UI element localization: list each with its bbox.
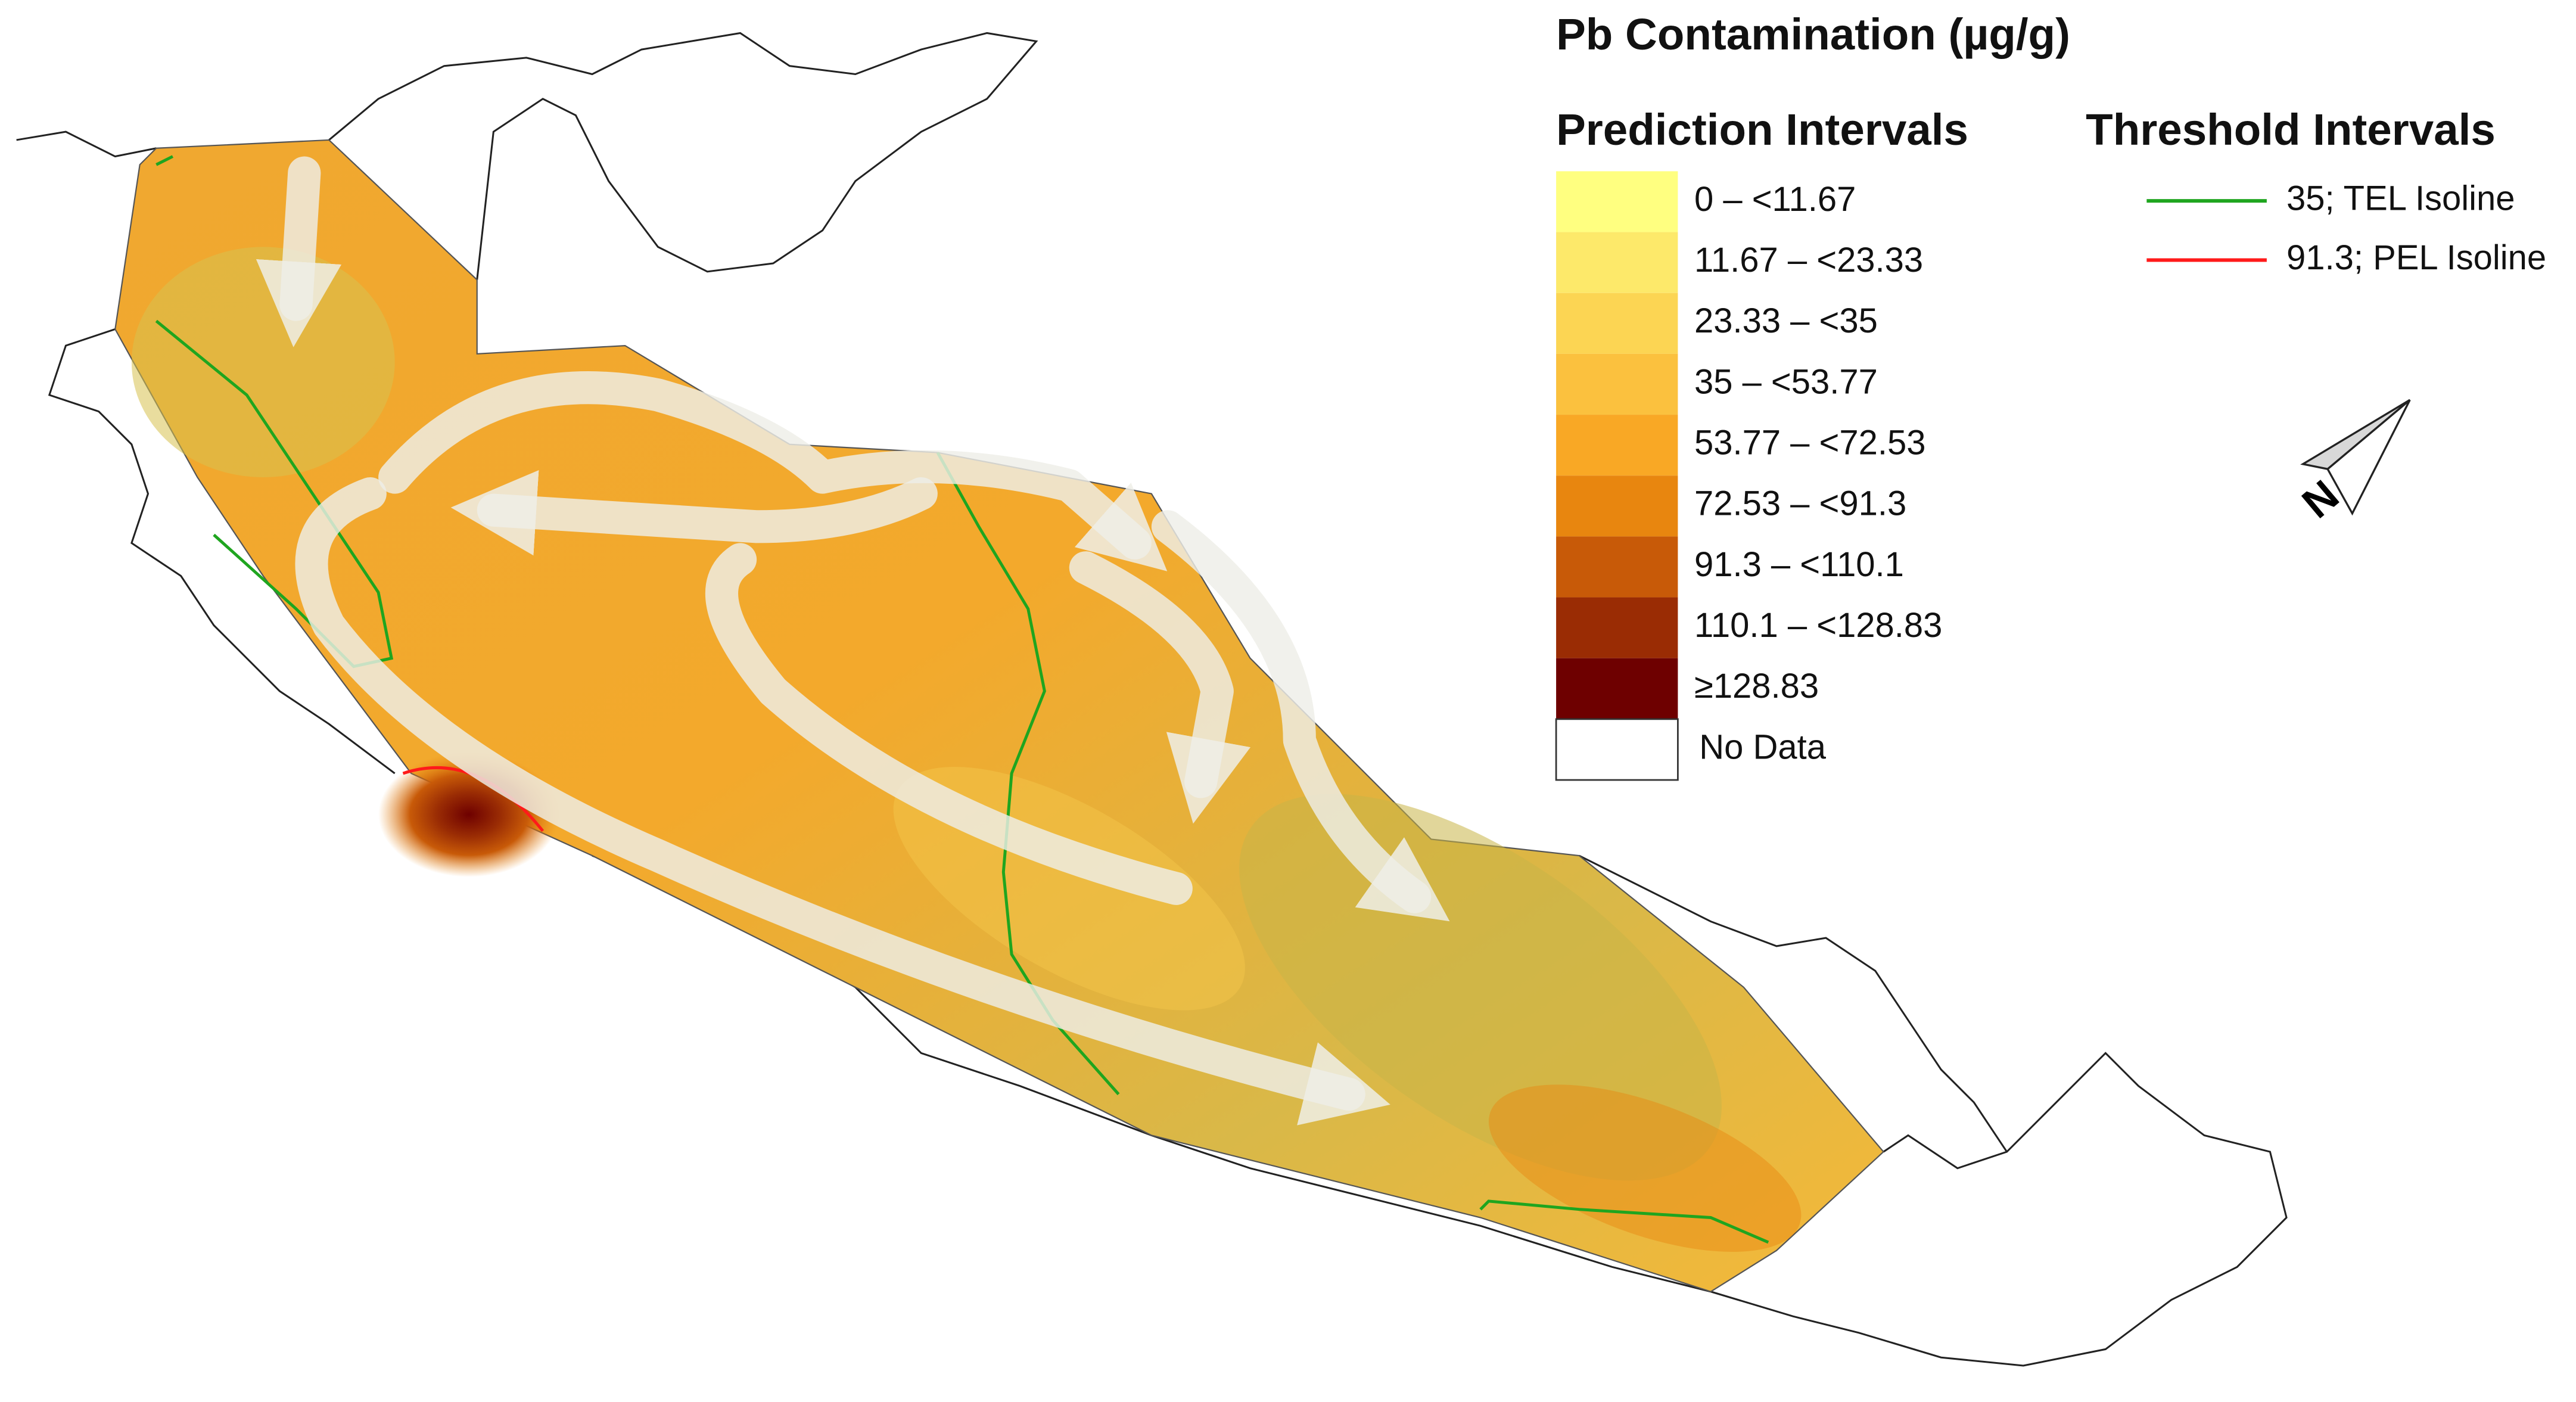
legend-swatch <box>1556 658 1678 719</box>
legend-label: No Data <box>1699 728 1826 766</box>
legend-swatch <box>1556 475 1678 537</box>
legend-swatch <box>1556 232 1678 293</box>
legend-label: 72.53 – <91.3 <box>1694 485 1906 523</box>
legend-label: 0 – <11.67 <box>1694 181 1856 219</box>
legend-label: 11.67 – <23.33 <box>1694 241 1923 279</box>
legend: Pb Contamination (µg/g) Prediction Inter… <box>1555 10 2546 781</box>
legend-swatch <box>1556 597 1678 658</box>
flow-arrows <box>256 156 1450 1126</box>
legend-label: 110.1 – <128.83 <box>1694 607 1942 645</box>
legend-swatch <box>1555 718 1679 781</box>
legend-label: 91.3 – <110.1 <box>1694 546 1904 584</box>
shoreline <box>16 32 2288 1367</box>
legend-label: 35; TEL Isoline <box>2286 179 2515 217</box>
legend-title: Pb Contamination (µg/g) <box>1556 10 2070 59</box>
legend-swatch <box>1556 536 1678 598</box>
legend-label: ≥128.83 <box>1694 667 1819 705</box>
prediction-heading: Prediction Intervals <box>1556 105 1968 154</box>
yellow-zone <box>131 247 395 477</box>
legend-swatch <box>1556 171 1678 232</box>
legend-label: 23.33 – <35 <box>1694 302 1878 340</box>
legend-label: 91.3; PEL Isoline <box>2286 239 2546 277</box>
legend-label: 35 – <53.77 <box>1694 363 1878 401</box>
legend-swatch <box>1556 293 1678 354</box>
threshold-heading: Threshold Intervals <box>2086 105 2496 154</box>
north-arrow: N <box>2294 399 2411 527</box>
orange-zone <box>1488 1084 1802 1252</box>
legend-swatch <box>1556 415 1678 476</box>
legend-label: 53.77 – <72.53 <box>1694 424 1925 462</box>
legend-swatch <box>1556 353 1678 415</box>
